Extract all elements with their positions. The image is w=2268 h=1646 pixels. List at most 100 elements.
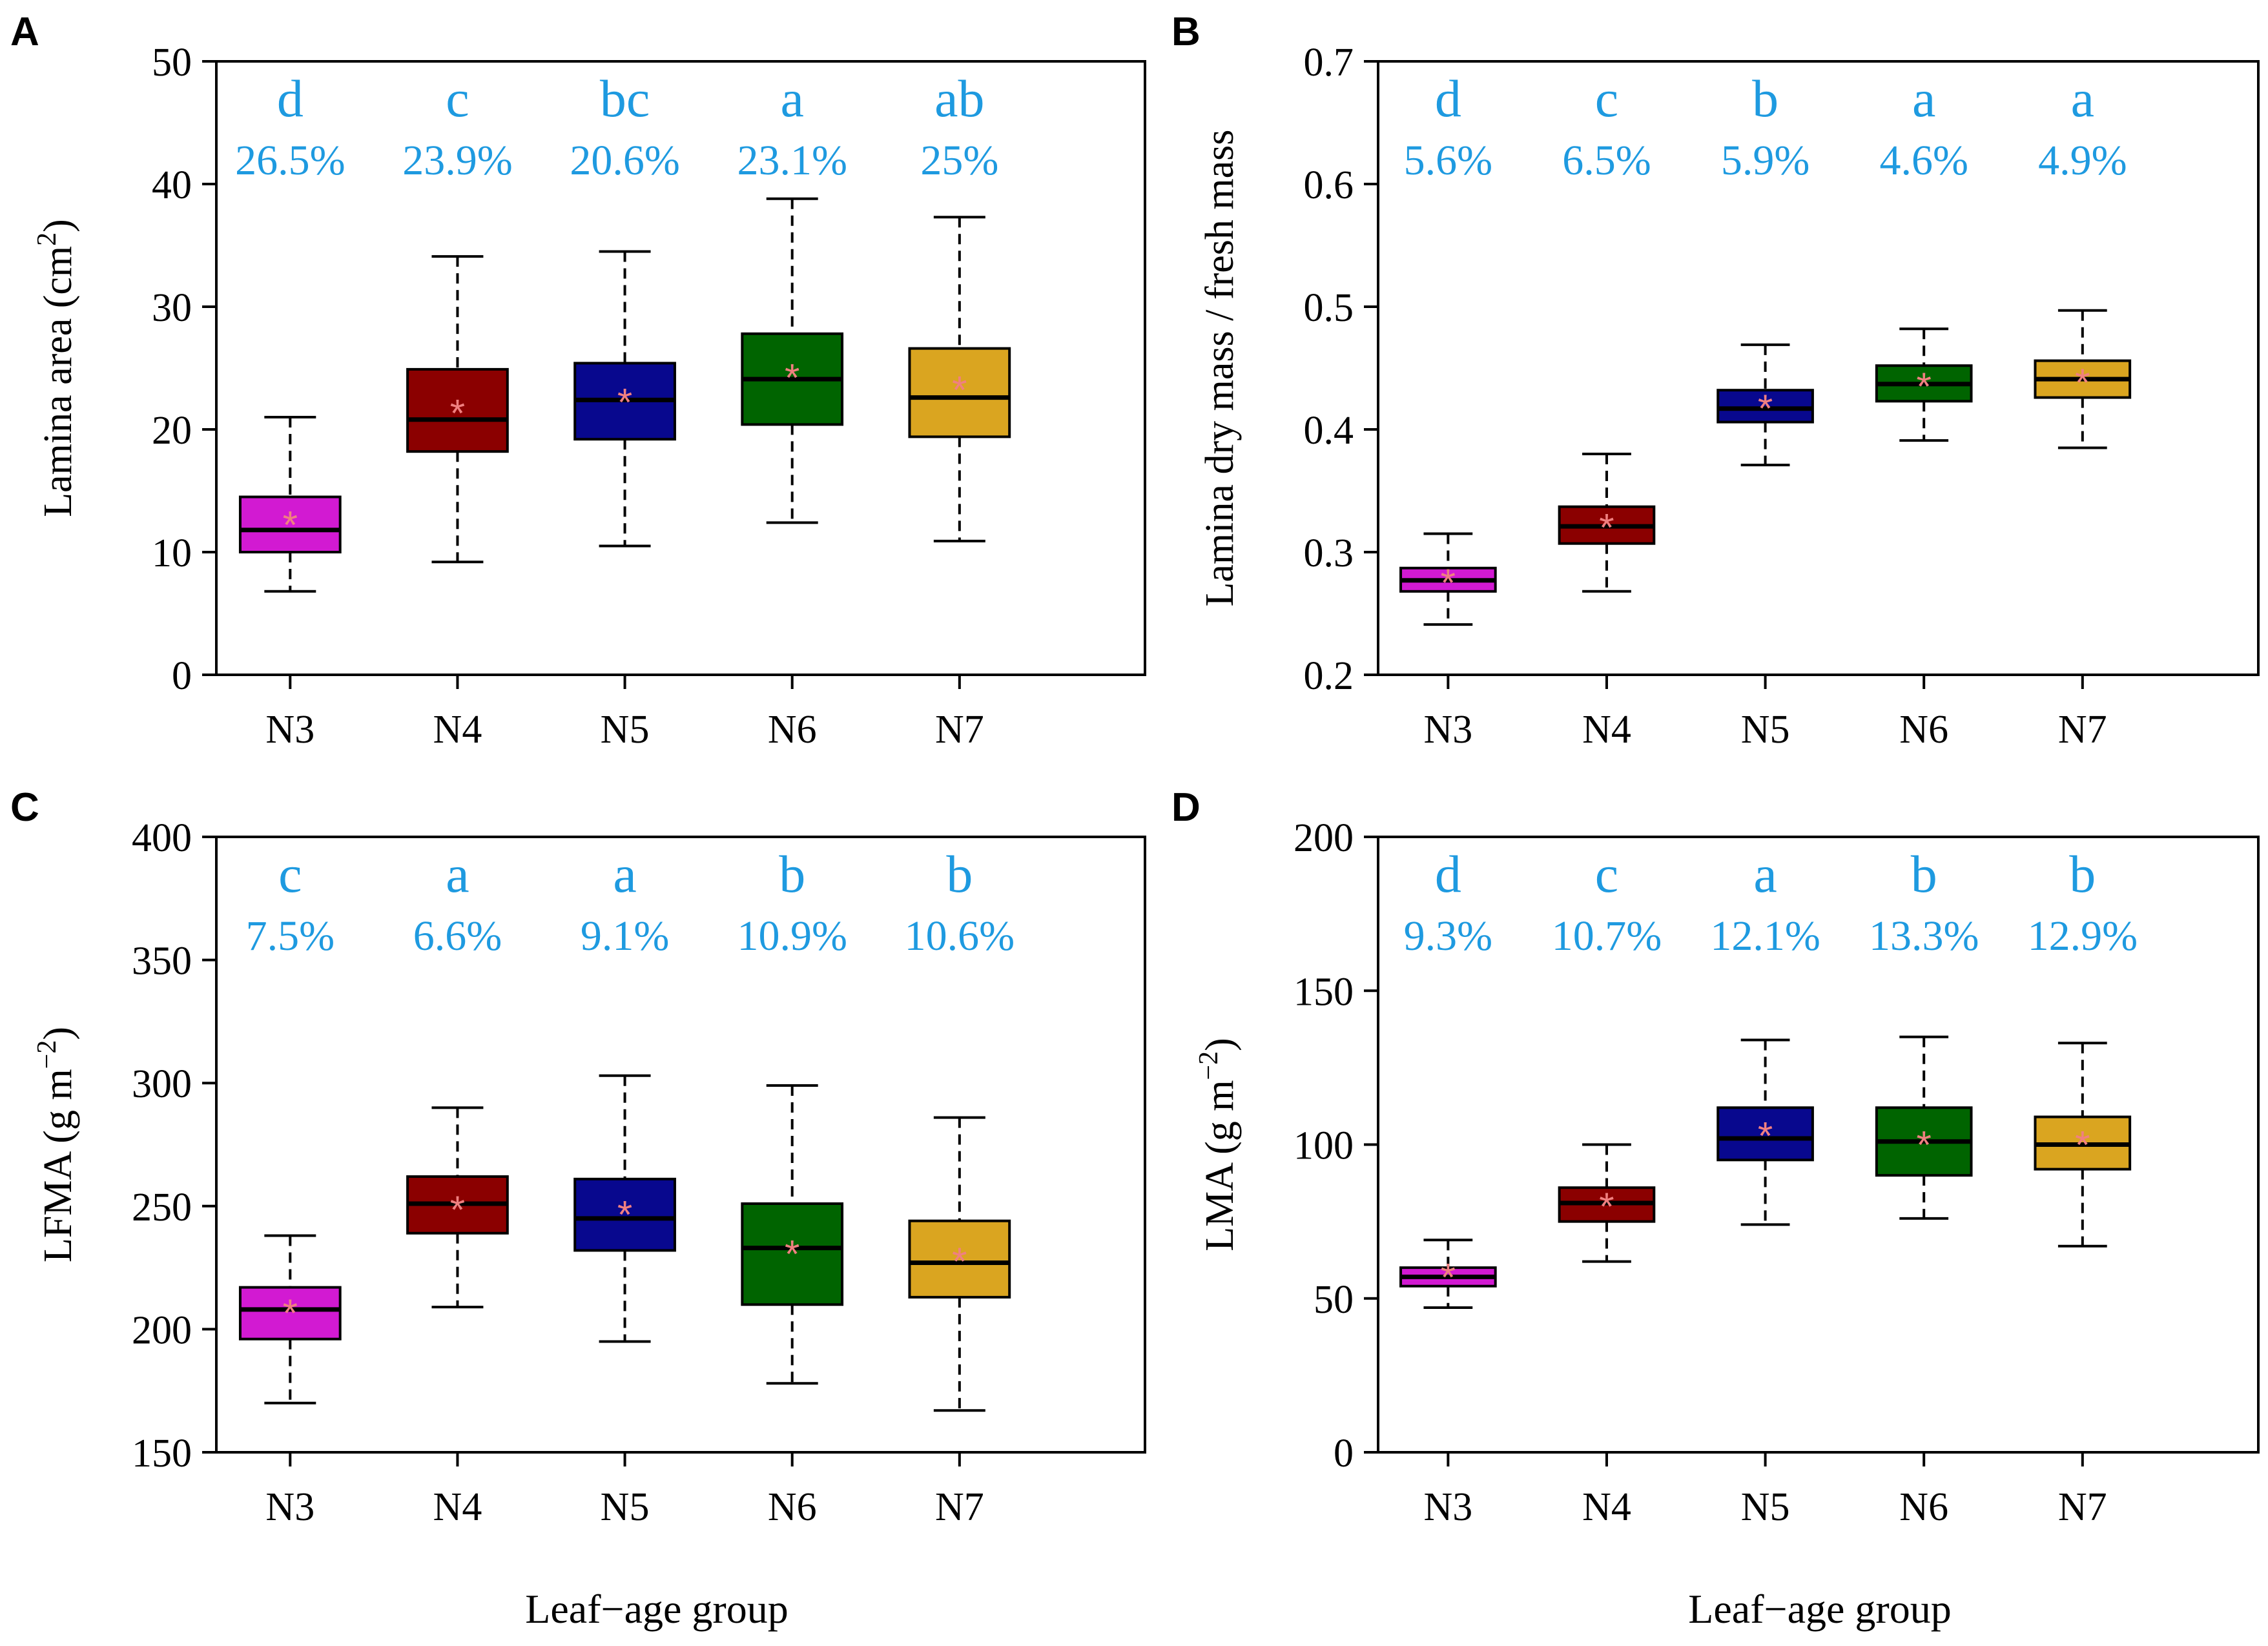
x-tick-label: N6 bbox=[1899, 708, 1948, 752]
iqr-box bbox=[406, 367, 509, 453]
y-axis-label: LMA (g m−2) bbox=[1194, 1038, 1242, 1251]
y-tick-label: 0.6 bbox=[1304, 163, 1354, 207]
box-n6: * bbox=[741, 197, 844, 524]
iqr-box bbox=[1716, 1106, 1814, 1162]
plot-frame bbox=[215, 60, 1146, 676]
box-n4: * bbox=[406, 1106, 509, 1309]
y-tick-label: 200 bbox=[1294, 816, 1354, 860]
iqr-box bbox=[1716, 389, 1814, 424]
panel-c: C 150 200 250 300 350 400 LFMA (g m−2) * N3 c 7.5% *… bbox=[10, 785, 1146, 1529]
panel-letter: A bbox=[10, 10, 39, 54]
cv-percent: 25% bbox=[920, 137, 998, 184]
y-tick-label: 100 bbox=[1294, 1124, 1354, 1168]
significance-letter: a bbox=[613, 845, 636, 903]
box-n3: * bbox=[1399, 1239, 1497, 1310]
box-n3: * bbox=[1399, 532, 1497, 626]
y-tick-label: 300 bbox=[132, 1062, 192, 1106]
significance-letter: c bbox=[1595, 845, 1618, 903]
cv-percent: 10.9% bbox=[737, 912, 847, 960]
y-tick-label: 0 bbox=[172, 654, 192, 698]
significance-letter: c bbox=[446, 69, 469, 128]
significance-letter: bc bbox=[600, 69, 650, 128]
x-tick-label: N3 bbox=[265, 1485, 314, 1529]
panel-letter: D bbox=[1171, 785, 1201, 830]
x-tick-label: N7 bbox=[935, 1485, 984, 1529]
cv-percent: 5.6% bbox=[1404, 137, 1492, 184]
y-tick-label: 0.4 bbox=[1304, 409, 1354, 453]
cv-percent: 26.5% bbox=[235, 137, 345, 184]
mean-marker: * bbox=[952, 1240, 967, 1283]
mean-marker: * bbox=[1599, 1185, 1614, 1228]
box-n4: * bbox=[406, 255, 509, 564]
iqr-box bbox=[238, 495, 342, 553]
box-n5: * bbox=[573, 250, 676, 548]
significance-letter: a bbox=[1912, 69, 1935, 128]
panel-letter: C bbox=[10, 785, 39, 830]
plot-frame bbox=[215, 836, 1146, 1454]
box-n4: * bbox=[1558, 453, 1656, 593]
significance-letter: b bbox=[779, 845, 805, 903]
cv-percent: 10.7% bbox=[1552, 912, 1662, 960]
y-axis-label: Lamina dry mass / fresh mass bbox=[1198, 130, 1242, 607]
mean-marker: * bbox=[2075, 361, 2090, 404]
significance-letter: b bbox=[946, 845, 973, 903]
y-tick-label: 20 bbox=[152, 409, 192, 453]
y-tick-label: 400 bbox=[132, 816, 192, 860]
iqr-box bbox=[238, 1286, 342, 1341]
iqr-box bbox=[741, 1202, 844, 1306]
significance-letter: a bbox=[446, 845, 469, 903]
x-tick-label: N3 bbox=[1423, 1485, 1472, 1529]
y-tick-label: 40 bbox=[152, 163, 192, 207]
mean-marker: * bbox=[1917, 1124, 1932, 1167]
panel-d: D 0 50 100 150 200 LMA (g m−2) * N3 d 9.3% * N4 c 10.7… bbox=[1171, 785, 2260, 1529]
mean-marker: * bbox=[283, 1291, 298, 1335]
y-tick-label: 250 bbox=[132, 1186, 192, 1229]
x-tick-label: N4 bbox=[1582, 708, 1631, 752]
plot-frame bbox=[1377, 60, 2260, 676]
significance-letter: d bbox=[1435, 845, 1461, 903]
x-tick-label: N5 bbox=[1741, 1485, 1790, 1529]
x-tick-label: N7 bbox=[2058, 708, 2107, 752]
box-n5: * bbox=[1716, 343, 1814, 467]
panel-a: A 0 10 20 30 40 50 Lamina area (cm2) * N3 d 26.5% * N… bbox=[10, 10, 1146, 752]
significance-letter: b bbox=[1752, 69, 1778, 128]
cv-percent: 12.9% bbox=[2028, 912, 2138, 960]
mean-marker: * bbox=[952, 369, 967, 412]
significance-letter: a bbox=[2071, 69, 2094, 128]
mean-marker: * bbox=[1917, 365, 1932, 408]
box-n4: * bbox=[1558, 1143, 1656, 1263]
significance-letter: a bbox=[781, 69, 804, 128]
cv-percent: 23.9% bbox=[402, 137, 512, 184]
x-tick-label: N4 bbox=[433, 1485, 482, 1529]
y-axis-label: Lamina area (cm2) bbox=[32, 219, 80, 517]
y-tick-label: 0.3 bbox=[1304, 531, 1354, 575]
significance-letter: c bbox=[1595, 69, 1618, 128]
panels-container: A 0 10 20 30 40 50 Lamina area (cm2) * N3 d 26.5% * N… bbox=[10, 10, 2260, 1529]
y-tick-label: 50 bbox=[1314, 1278, 1354, 1322]
mean-marker: * bbox=[1599, 506, 1614, 549]
panel-letter: B bbox=[1171, 10, 1201, 54]
mean-marker: * bbox=[1758, 387, 1773, 430]
mean-marker: * bbox=[1441, 1256, 1456, 1299]
mean-marker: * bbox=[617, 381, 632, 424]
iqr-box bbox=[908, 1219, 1011, 1299]
mean-marker: * bbox=[785, 1232, 799, 1275]
y-tick-label: 30 bbox=[152, 286, 192, 330]
y-tick-label: 50 bbox=[152, 41, 192, 85]
mean-marker: * bbox=[785, 356, 799, 400]
cv-percent: 4.9% bbox=[2038, 137, 2127, 184]
box-n6: * bbox=[1875, 1035, 1973, 1220]
cv-percent: 12.1% bbox=[1710, 912, 1820, 960]
box-n7: * bbox=[908, 216, 1011, 542]
cv-percent: 10.6% bbox=[905, 912, 1015, 960]
significance-letter: a bbox=[1753, 845, 1777, 903]
y-tick-label: 0.2 bbox=[1304, 654, 1354, 698]
mean-marker: * bbox=[1758, 1114, 1773, 1157]
cv-percent: 4.6% bbox=[1879, 137, 1968, 184]
x-tick-label: N7 bbox=[935, 708, 984, 752]
box-n6: * bbox=[1875, 327, 1973, 442]
x-tick-label: N5 bbox=[601, 1485, 650, 1529]
cv-percent: 7.5% bbox=[246, 912, 335, 960]
